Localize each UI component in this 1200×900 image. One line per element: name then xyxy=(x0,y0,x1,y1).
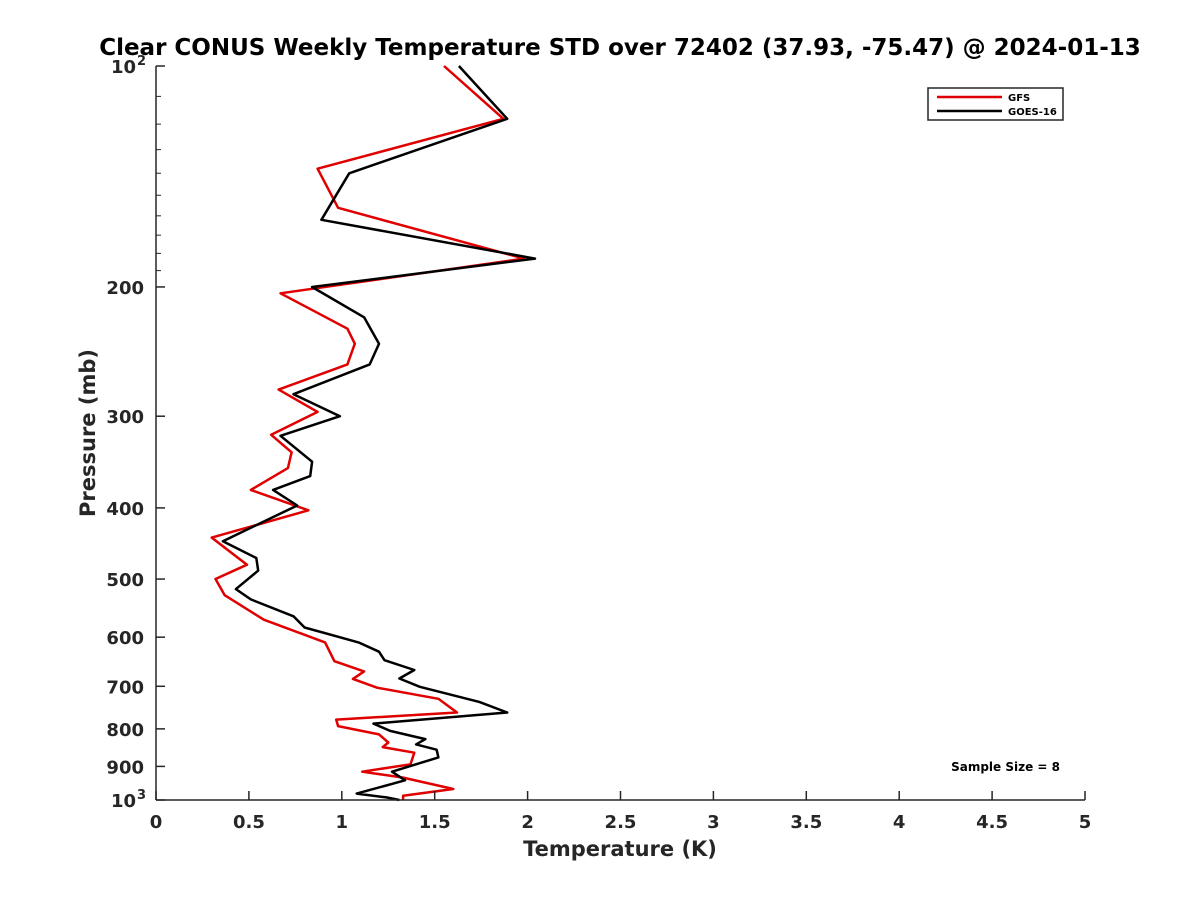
series-line-goes16 xyxy=(221,65,537,802)
legend-label-goes16: GOES-16 xyxy=(1008,107,1057,118)
x-tick-label: 3 xyxy=(707,812,720,833)
x-tick-label: 1.5 xyxy=(419,812,451,833)
series-line-gfs xyxy=(210,65,526,800)
y-tick-label: 300 xyxy=(106,407,144,428)
x-tick-label: 0 xyxy=(150,812,163,833)
x-tick-label: 1 xyxy=(336,812,349,833)
y-tick-label: 200 xyxy=(106,278,144,299)
legend-label-gfs: GFS xyxy=(1008,93,1030,104)
y-tick-label: 500 xyxy=(106,570,144,591)
sample-size-annotation: Sample Size = 8 xyxy=(951,760,1060,774)
x-axis-label: Temperature (K) xyxy=(523,837,717,861)
y-axis-label: Pressure (mb) xyxy=(76,349,100,517)
y-tick-label: 10 xyxy=(111,791,136,812)
y-tick-label: 10 xyxy=(111,57,136,78)
x-tick-label: 4 xyxy=(893,812,906,833)
y-tick-label: 800 xyxy=(106,720,144,741)
plot-axes: 0 0.5 1 1.5 2 2.5 3 3.5 4 4.5 510 22003004005006007… xyxy=(106,54,1091,833)
x-tick-label: 2.5 xyxy=(605,812,637,833)
y-tick-label: 600 xyxy=(106,628,144,649)
y-tick-label: 400 xyxy=(106,499,144,520)
y-tick-exponent: 2 xyxy=(137,54,146,69)
y-tick-label: 900 xyxy=(106,757,144,778)
x-tick-label: 3.5 xyxy=(790,812,822,833)
x-tick-label: 5 xyxy=(1079,812,1092,833)
legend: GFS GOES-16 xyxy=(927,87,1064,121)
x-tick-label: 0.5 xyxy=(233,812,265,833)
y-tick-exponent: 3 xyxy=(137,788,146,803)
y-tick-label: 700 xyxy=(106,677,144,698)
legend-box xyxy=(927,87,1064,121)
x-tick-label: 2 xyxy=(521,812,534,833)
chart-title: Clear CONUS Weekly Temperature STD over … xyxy=(99,35,1141,61)
plot-series xyxy=(210,65,537,802)
x-tick-label: 4.5 xyxy=(976,812,1008,833)
